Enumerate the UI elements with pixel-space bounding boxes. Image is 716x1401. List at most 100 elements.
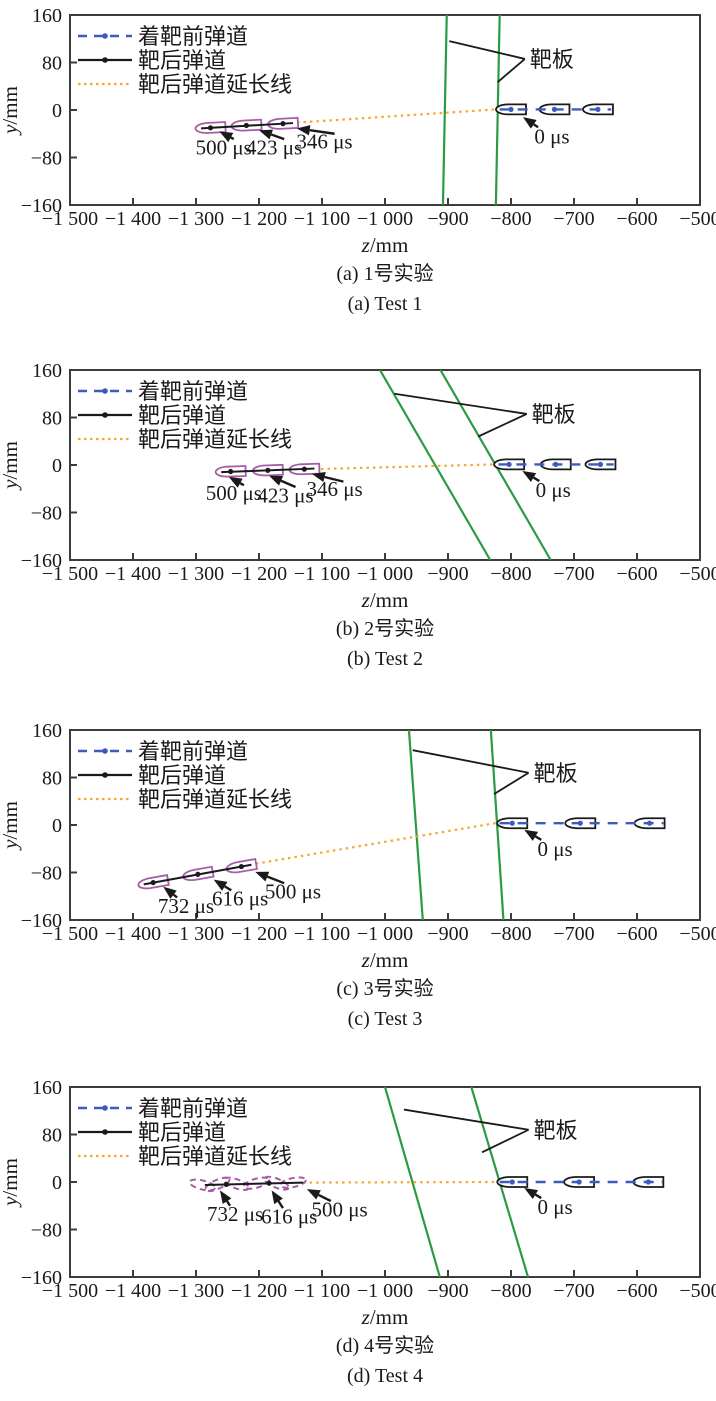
legend-item-post-target-extension: 靶后弹道延长线 [78, 787, 292, 812]
target-plate-line [407, 729, 424, 921]
time-label: 500 μs [196, 135, 252, 159]
arrow-tail [277, 1200, 284, 1209]
caption-a-en: (a) Test 1 [347, 293, 423, 315]
plate-label: 靶板 [530, 47, 574, 72]
arrow-tail [224, 885, 232, 892]
legend-item-post-target-trajectory: 靶后弹道 [78, 763, 226, 788]
arrow-tail [533, 123, 539, 129]
time-label: 0 μs [534, 125, 569, 149]
plate-callout-line [394, 392, 527, 415]
legend-item-label: 靶后弹道 [138, 48, 226, 73]
x-tick-label: −900 [427, 923, 468, 945]
x-tick-label: −500 [679, 208, 716, 230]
plate-callout-line [403, 1108, 529, 1131]
arrow-tail [317, 1193, 332, 1203]
target-plate-line [441, 14, 448, 206]
y-axis-title: y/mm [0, 86, 22, 136]
legend-item-label: 靶后弹道 [138, 1120, 226, 1145]
x-tick-label: −1 000 [357, 563, 413, 585]
y-axis: 160 80 0 −80 −160 y/mm [0, 5, 77, 217]
time-arrow [522, 117, 539, 129]
x-tick-label: −1 500 [42, 1280, 98, 1302]
time-arrow [213, 879, 232, 892]
y-tick-label: −80 [31, 1220, 62, 1242]
trajectory-dot [195, 871, 201, 877]
arrow-head-icon [524, 829, 539, 841]
x-tick-label: −1 300 [168, 208, 224, 230]
plot-a-canvas: −1 500 −1 400 −1 300 −1 200 −1 100 −1 000 −900… [0, 5, 716, 257]
x-tick-label: −1 300 [168, 923, 224, 945]
trajectory-dot [506, 461, 512, 468]
time-arrow [219, 1190, 232, 1207]
x-tick-label: −1 400 [105, 923, 161, 945]
y-tick-label: −80 [31, 503, 62, 525]
subplot-b: −1 500 −1 400 −1 300 −1 200 −1 100 −1 000 −900… [0, 350, 716, 700]
y-tick-label: 160 [32, 360, 62, 382]
post-impact-group [137, 857, 259, 890]
x-tick-label: −700 [553, 563, 594, 585]
legend-item-post-target-trajectory: 靶后弹道 [78, 403, 226, 428]
x-tick-label: −900 [427, 563, 468, 585]
post-impact-group [214, 462, 321, 478]
trajectory-dot [597, 461, 604, 468]
y-tick-label: 0 [52, 1172, 62, 1194]
x-tick-label: −1 200 [231, 1280, 287, 1302]
x-tick-label: −1 100 [294, 923, 350, 945]
y-tick-label: 80 [42, 408, 62, 430]
arrow-tail [309, 129, 335, 135]
trajectory-dot [509, 820, 515, 826]
arrow-tail [534, 1193, 542, 1200]
trajectory-dot [223, 1181, 229, 1187]
plate-callout-line [493, 771, 530, 795]
x-tick-label: −500 [679, 1280, 716, 1302]
tumbling-bullet-outline [263, 1175, 290, 1191]
tumbling-bullet-outline [188, 1178, 216, 1192]
time-arrow [255, 871, 285, 885]
y-tick-label: 160 [32, 1077, 62, 1099]
plate-label: 靶板 [534, 761, 578, 786]
x-tick-label: −1 500 [42, 208, 98, 230]
legend-item-label: 靶后弹道延长线 [138, 787, 292, 812]
caption-b-en: (b) Test 2 [347, 648, 423, 670]
x-tick-label: −1 500 [42, 923, 98, 945]
plate-callout-line [412, 749, 529, 774]
pre-impact-group [496, 817, 666, 830]
legend-marker-dot [102, 33, 108, 39]
time-label: 0 μs [538, 837, 573, 861]
x-tick-label: −1 200 [231, 563, 287, 585]
arrow-tail [226, 1200, 232, 1207]
time-label: 346 μs [296, 129, 352, 153]
x-axis: −1 500 −1 400 −1 300 −1 200 −1 100 −1 000 −900… [42, 553, 716, 612]
arrow-head-icon [259, 129, 273, 140]
y-tick-label: 80 [42, 768, 62, 790]
y-axis: 160 80 0 −80 −160 y/mm [0, 720, 77, 932]
y-tick-label: −160 [21, 910, 62, 932]
x-tick-label: −1 200 [231, 208, 287, 230]
legend-marker-dot [102, 388, 108, 394]
trajectory-dot [238, 863, 244, 870]
post-impact-group [194, 116, 300, 134]
time-arrow [522, 470, 540, 483]
time-arrow [228, 476, 245, 488]
trajectory-dot [265, 467, 271, 473]
y-axis-title: y/mm [0, 801, 22, 851]
subplot-a: −1 500 −1 400 −1 300 −1 200 −1 100 −1 000 −900… [0, 0, 716, 350]
x-axis: −1 500 −1 400 −1 300 −1 200 −1 100 −1 000 −900… [42, 1270, 716, 1329]
legend-item-label: 靶后弹道 [138, 763, 226, 788]
pre-impact-group [496, 1176, 665, 1188]
time-label: 423 μs [257, 483, 313, 507]
legend-marker-dot [102, 748, 108, 754]
trajectory-dot [553, 461, 559, 468]
x-tick-label: −900 [427, 1280, 468, 1302]
post-target-extension-line [290, 108, 496, 125]
pre-impact-group [493, 458, 617, 471]
plate-callout-line [449, 40, 526, 60]
arrow-head-icon [271, 1190, 283, 1205]
x-tick-label: −600 [616, 208, 657, 230]
